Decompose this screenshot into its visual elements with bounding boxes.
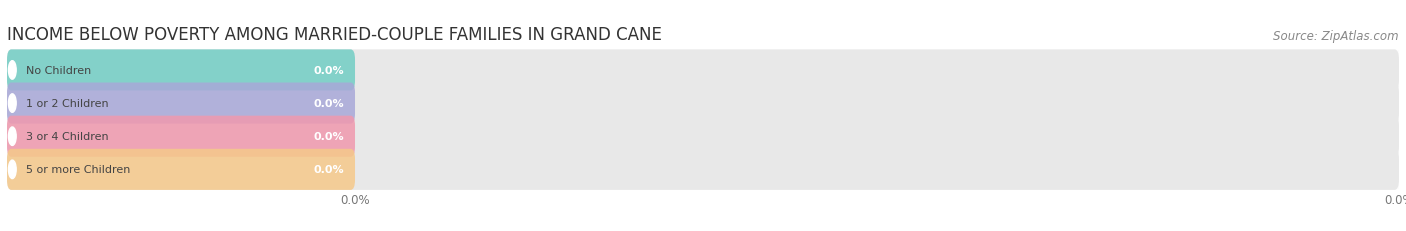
Text: 0.0%: 0.0% xyxy=(314,165,344,175)
FancyBboxPatch shape xyxy=(7,116,354,157)
Text: 0.0%: 0.0% xyxy=(314,66,344,76)
FancyBboxPatch shape xyxy=(7,83,1399,124)
Text: 0.0%: 0.0% xyxy=(314,132,344,142)
Circle shape xyxy=(8,94,17,113)
FancyBboxPatch shape xyxy=(7,50,1399,91)
FancyBboxPatch shape xyxy=(7,50,354,91)
Text: No Children: No Children xyxy=(25,66,91,76)
Text: 3 or 4 Children: 3 or 4 Children xyxy=(25,132,108,142)
Circle shape xyxy=(8,61,17,80)
Text: INCOME BELOW POVERTY AMONG MARRIED-COUPLE FAMILIES IN GRAND CANE: INCOME BELOW POVERTY AMONG MARRIED-COUPL… xyxy=(7,26,662,44)
Circle shape xyxy=(8,160,17,179)
Text: 1 or 2 Children: 1 or 2 Children xyxy=(25,99,108,109)
Circle shape xyxy=(8,128,17,146)
FancyBboxPatch shape xyxy=(7,83,354,124)
FancyBboxPatch shape xyxy=(7,116,1399,157)
Text: Source: ZipAtlas.com: Source: ZipAtlas.com xyxy=(1274,30,1399,43)
Text: 5 or more Children: 5 or more Children xyxy=(25,165,131,175)
Text: 0.0%: 0.0% xyxy=(314,99,344,109)
FancyBboxPatch shape xyxy=(7,149,1399,190)
FancyBboxPatch shape xyxy=(7,149,354,190)
